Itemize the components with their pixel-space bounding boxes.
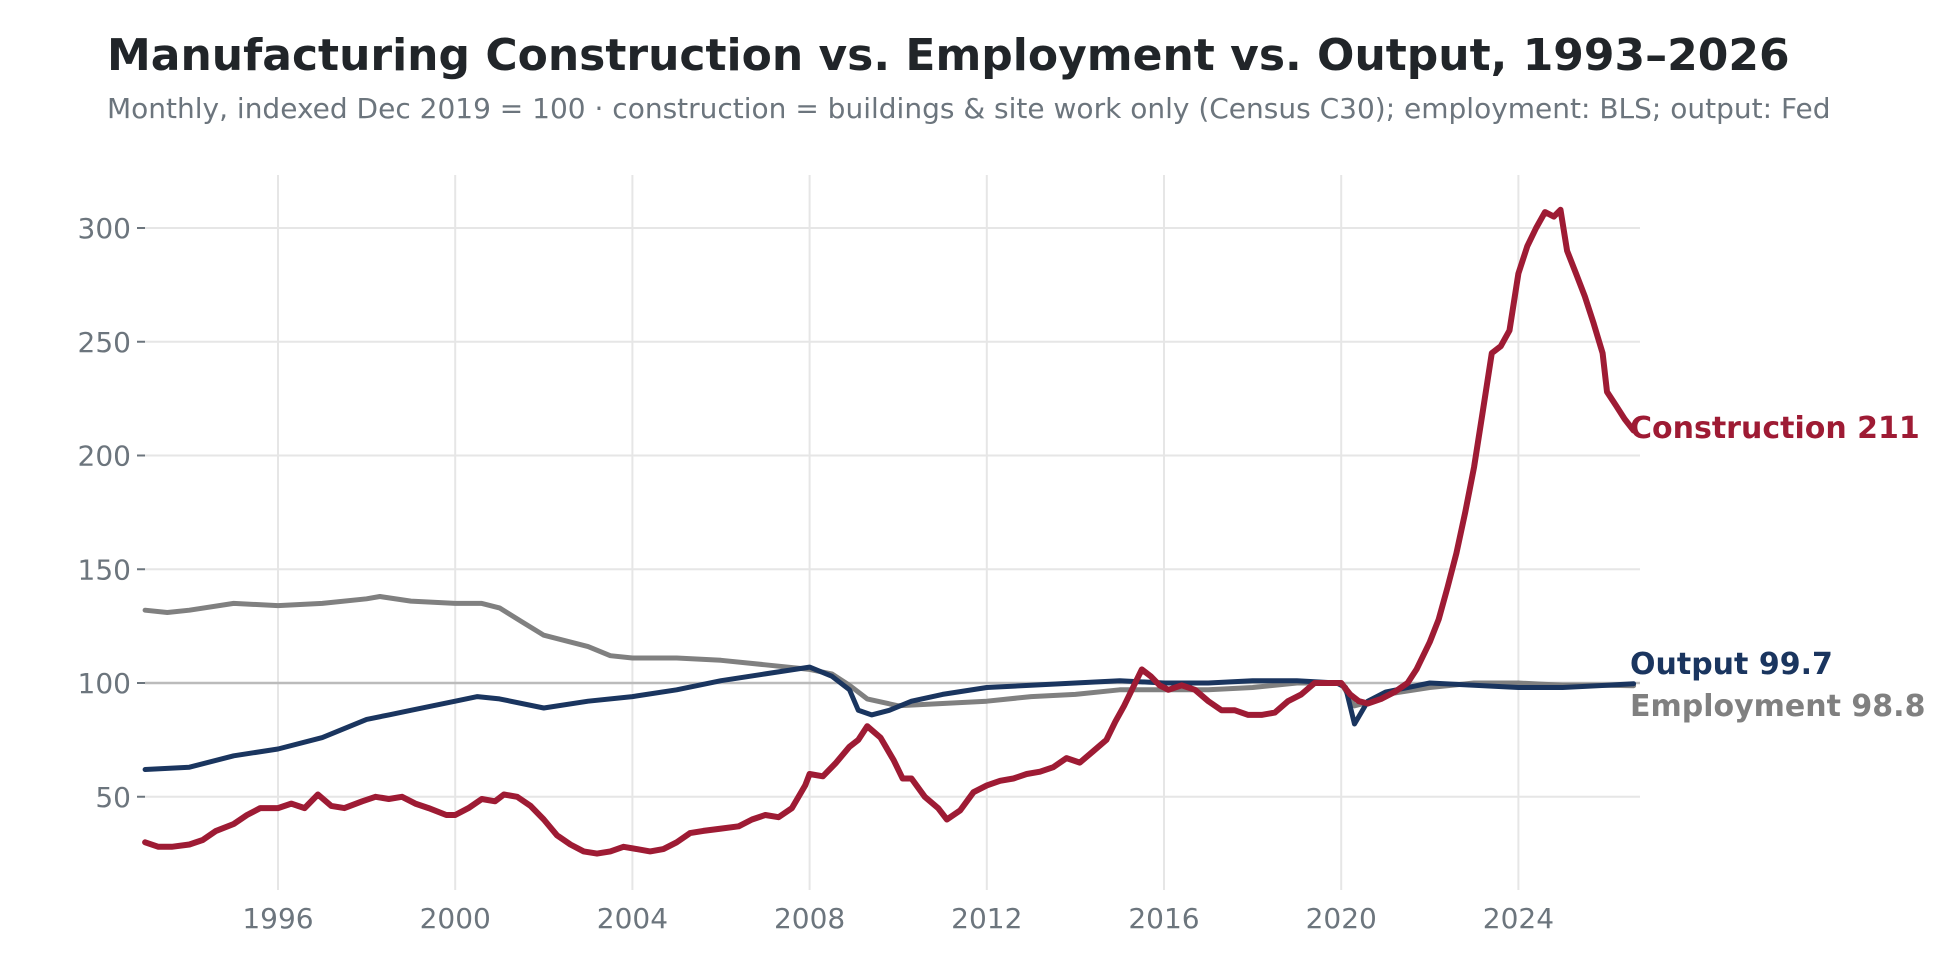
y-tick-label: 150 xyxy=(78,553,131,586)
x-tick-label: 2004 xyxy=(597,902,668,935)
x-tick-label: 2008 xyxy=(774,902,845,935)
y-tick-label: 100 xyxy=(78,667,131,700)
series-line-construction xyxy=(142,206,1637,857)
x-tick-label: 2012 xyxy=(951,902,1022,935)
y-tick-label: 300 xyxy=(78,212,131,245)
x-tick-label: 2016 xyxy=(1128,902,1199,935)
y-tick-label: 250 xyxy=(78,326,131,359)
x-tick-label: 2024 xyxy=(1483,902,1554,935)
y-tick-label: 200 xyxy=(78,440,131,473)
x-tick-label: 2000 xyxy=(420,902,491,935)
end-label-employment: Employment 98.8 xyxy=(1630,689,1925,724)
end-label-output: Output 99.7 xyxy=(1630,647,1833,682)
y-tick-label: 50 xyxy=(95,781,131,814)
end-label-construction: Construction 211 xyxy=(1630,411,1920,446)
chart-title: Manufacturing Construction vs. Employmen… xyxy=(107,30,1790,81)
x-tick-label: 1996 xyxy=(242,902,313,935)
x-tick-label: 2020 xyxy=(1306,902,1377,935)
chart-subtitle: Monthly, indexed Dec 2019 = 100 · constr… xyxy=(107,92,1831,125)
